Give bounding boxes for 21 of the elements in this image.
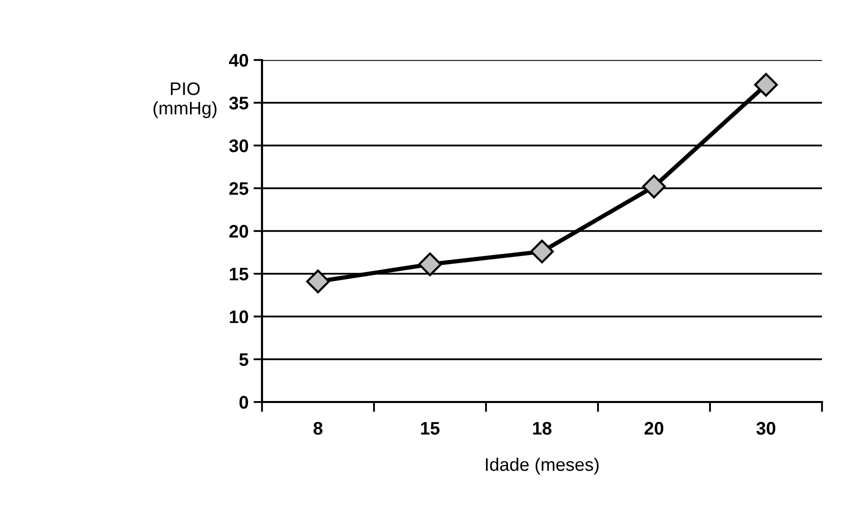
y-tick-label: 40 <box>229 54 248 67</box>
point <box>418 252 442 276</box>
y-tick-label: 20 <box>229 224 248 238</box>
x-tick-label: 15 <box>421 422 440 435</box>
x-tick-label: 20 <box>644 422 664 435</box>
point <box>530 240 554 264</box>
y-tick-label: 5 <box>239 353 248 366</box>
y-tick-label: 25 <box>229 182 248 195</box>
y-tick-label: 30 <box>229 139 248 152</box>
point <box>306 270 330 294</box>
x-tick-label: 8 <box>314 422 322 435</box>
y-tick-label: 35 <box>229 96 248 110</box>
point <box>642 174 666 198</box>
y-tick-label: 15 <box>230 268 248 280</box>
y-tick-label: 10 <box>230 310 248 324</box>
point <box>754 72 778 97</box>
y-axis-title: PIO (mmHg) <box>154 82 216 118</box>
x-tick-label: 18 <box>533 422 552 435</box>
x-tick-label: 30 <box>756 422 776 435</box>
x-axis-title: Idade (meses) <box>486 458 599 475</box>
y-tick-label: 0 <box>239 396 248 409</box>
